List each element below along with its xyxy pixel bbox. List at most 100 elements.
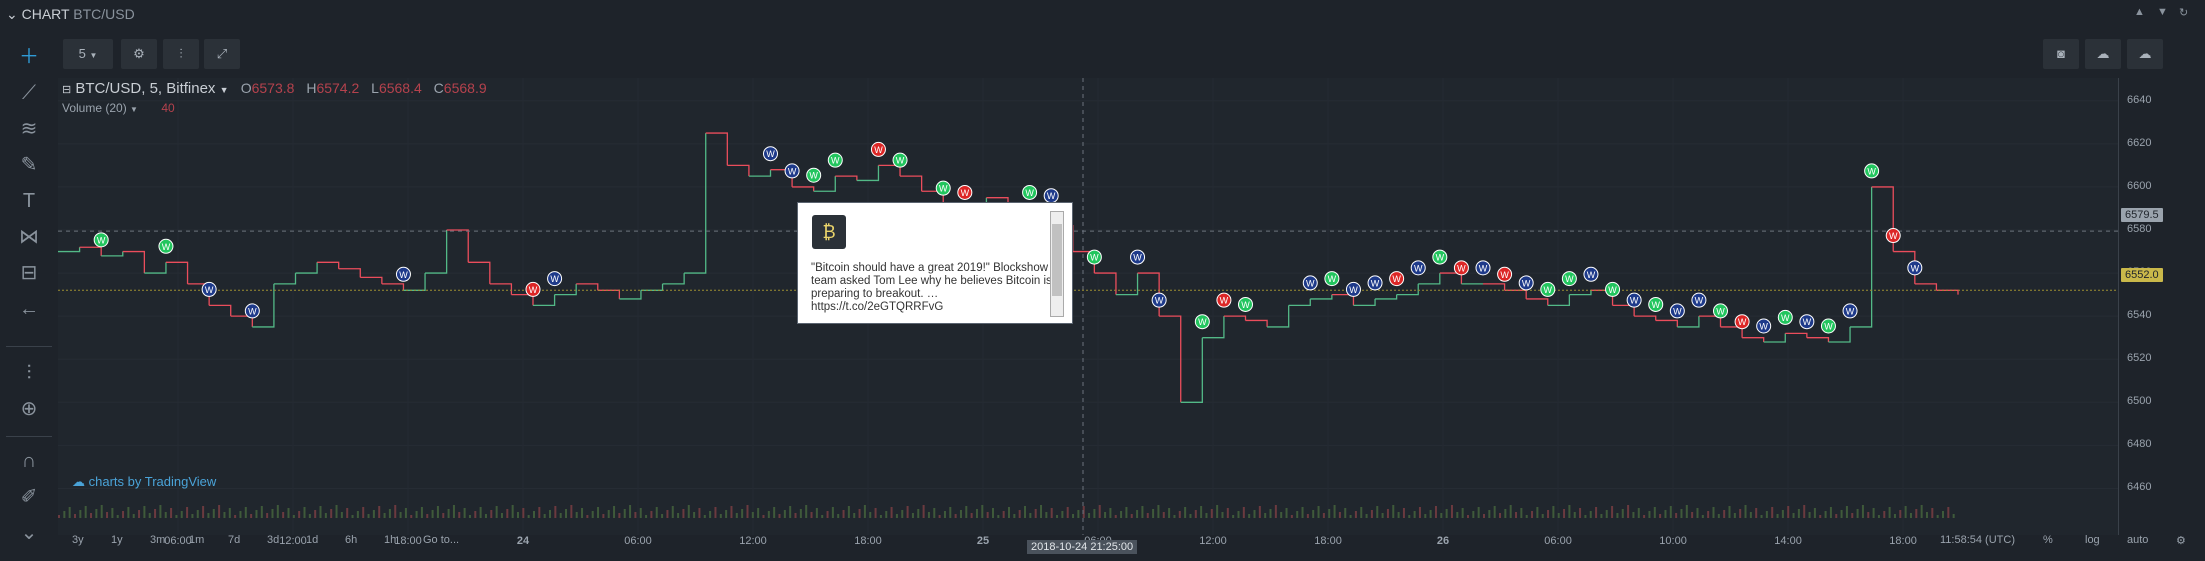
volume-label[interactable]: Volume (20) bbox=[62, 101, 127, 115]
volume-bar bbox=[714, 507, 717, 518]
time-axis[interactable]: 06:0012:0018:002406:0012:0018:002506:001… bbox=[58, 535, 2118, 561]
volume-bar bbox=[1541, 514, 1544, 518]
x-tick-label: 14:00 bbox=[1774, 535, 1802, 547]
event-marker bbox=[1561, 271, 1577, 287]
camera-icon[interactable]: ◙ bbox=[2043, 39, 2079, 69]
cloud-load-icon[interactable]: ☁ bbox=[2085, 39, 2121, 69]
settings-gear-icon-bottom[interactable]: ⚙ bbox=[2176, 535, 2186, 547]
arrow-up-icon[interactable]: ▲ bbox=[2134, 6, 2145, 18]
interval-select[interactable]: 5 ▼ bbox=[63, 39, 113, 69]
volume-caret-icon[interactable]: ▼ bbox=[130, 105, 138, 114]
collapse-chevron-icon[interactable]: ⌄ bbox=[6, 6, 18, 22]
volume-bar bbox=[228, 508, 231, 518]
legend-symbol[interactable]: BTC/USD, 5, Bitfinex bbox=[75, 80, 216, 97]
legend-collapse-icon[interactable]: ⊟ bbox=[62, 84, 72, 96]
price-segment bbox=[317, 261, 340, 269]
event-marker-label: W bbox=[1025, 188, 1034, 198]
volume-bar bbox=[901, 510, 904, 518]
volume-bar bbox=[1477, 507, 1480, 518]
volume-bar bbox=[954, 514, 957, 518]
cloud-save-icon[interactable]: ☁ bbox=[2127, 39, 2163, 69]
event-marker-label: W bbox=[896, 156, 905, 166]
range-button[interactable]: 3d bbox=[267, 534, 280, 546]
range-button[interactable]: 1y bbox=[111, 534, 123, 546]
price-axis[interactable]: 6640662066006580656065406520650064806460… bbox=[2118, 78, 2205, 535]
range-button[interactable]: 1m bbox=[189, 534, 205, 546]
tooltip-scrollbar[interactable] bbox=[1050, 211, 1064, 317]
window-title[interactable]: ⌄ CHART BTC/USD bbox=[6, 6, 135, 23]
pattern-icon[interactable]: ⋈ bbox=[19, 226, 39, 248]
settings-gear-icon[interactable]: ⚙ bbox=[121, 39, 157, 69]
magnet-icon[interactable]: ∩ bbox=[21, 450, 37, 472]
volume-bar bbox=[975, 509, 978, 518]
legend-caret-icon[interactable]: ▼ bbox=[219, 85, 229, 95]
brush-icon[interactable]: ✎ bbox=[20, 154, 38, 176]
volume-bar bbox=[554, 506, 557, 518]
plot-area[interactable]: W W W W W W W W W W W W W W W W W W W W W W W W W W W W W W W W W W W W W W W W… bbox=[58, 78, 2118, 535]
range-button[interactable]: 3y bbox=[72, 534, 84, 546]
log-toggle[interactable]: log bbox=[2085, 534, 2100, 546]
utc-clock[interactable]: 11:58:54 (UTC) bbox=[1940, 534, 2015, 546]
percent-toggle[interactable]: % bbox=[2043, 534, 2053, 546]
volume-bar bbox=[1424, 514, 1427, 518]
lock-draw-icon[interactable]: ✐ bbox=[20, 486, 38, 508]
price-segment bbox=[1159, 315, 1182, 403]
volume-bar bbox=[1653, 507, 1656, 518]
volume-bar bbox=[490, 510, 493, 518]
price-segment bbox=[1850, 186, 1873, 328]
range-button[interactable]: Go to... bbox=[423, 534, 460, 546]
volume-bar bbox=[751, 512, 754, 518]
prediction-icon[interactable]: ⊟ bbox=[20, 262, 38, 284]
scroll-thumb[interactable] bbox=[1052, 224, 1062, 296]
chevron-down-icon[interactable]: ⌄ bbox=[20, 522, 38, 544]
volume-bar bbox=[1904, 506, 1907, 518]
crosshair-icon[interactable]: ＋ bbox=[19, 46, 39, 68]
volume-bar bbox=[1461, 508, 1464, 518]
refresh-icon[interactable]: ↻ bbox=[2179, 7, 2189, 19]
event-marker-label: W bbox=[939, 184, 948, 194]
price-segment bbox=[554, 283, 577, 296]
volume-bar bbox=[1648, 511, 1651, 518]
event-marker-label: W bbox=[1630, 296, 1639, 306]
event-marker bbox=[1734, 314, 1750, 330]
event-marker bbox=[806, 167, 822, 183]
x-tick-label: 12:00 bbox=[1199, 535, 1227, 547]
range-button[interactable]: 7d bbox=[228, 534, 241, 546]
trendline-icon[interactable]: ⟋ bbox=[22, 82, 36, 104]
volume-bar bbox=[1877, 515, 1880, 518]
text-icon[interactable]: T bbox=[22, 190, 36, 212]
volume-bar bbox=[746, 505, 749, 518]
volume-bar bbox=[1691, 512, 1694, 518]
range-button[interactable]: 6h bbox=[345, 534, 358, 546]
back-arrow-icon[interactable]: ← bbox=[19, 298, 39, 320]
price-segment bbox=[1202, 316, 1225, 339]
event-marker bbox=[1864, 163, 1880, 179]
volume-bar bbox=[1947, 507, 1950, 518]
price-chart[interactable]: W W W W W W W W W W W W W W W W W W W W W W W W W W W W W W W W W W W W W W W W… bbox=[58, 78, 2118, 535]
fullscreen-icon[interactable]: ⤢ bbox=[204, 39, 240, 69]
volume-bar bbox=[1258, 506, 1261, 518]
legend-open-value: 6573.8 bbox=[251, 80, 295, 96]
measure-icon[interactable]: ⫶ bbox=[26, 362, 32, 384]
x-tick-label: 10:00 bbox=[1659, 535, 1687, 547]
volume-bar bbox=[874, 508, 877, 518]
volume-bar bbox=[154, 509, 157, 518]
auto-toggle[interactable]: auto bbox=[2127, 534, 2149, 546]
volume-bar bbox=[1280, 512, 1283, 518]
price-segment bbox=[727, 164, 750, 177]
volume-bar bbox=[634, 512, 637, 518]
indicators-icon[interactable]: ⫶ bbox=[163, 39, 199, 69]
volume-bar bbox=[90, 513, 93, 518]
arrow-down-icon[interactable]: ▼ bbox=[2157, 6, 2168, 18]
range-button[interactable]: 3m bbox=[150, 534, 166, 546]
event-marker bbox=[1432, 249, 1448, 265]
range-button[interactable]: 1d bbox=[306, 534, 319, 546]
volume-bar bbox=[650, 511, 653, 518]
zoom-icon[interactable]: ⊕ bbox=[20, 398, 38, 420]
tradingview-watermark[interactable]: ☁ charts by TradingView bbox=[72, 474, 216, 490]
price-segment bbox=[1094, 272, 1117, 295]
volume-bar bbox=[1675, 513, 1678, 518]
pitchfork-icon[interactable]: ≋ bbox=[20, 118, 38, 140]
event-marker bbox=[1367, 275, 1383, 291]
range-button[interactable]: 1h bbox=[384, 534, 397, 546]
